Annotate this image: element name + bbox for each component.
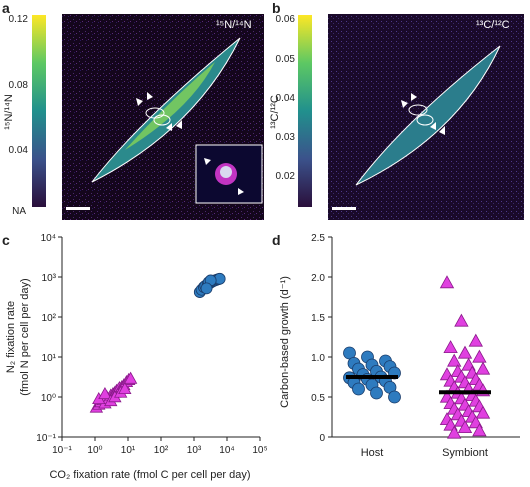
arrowhead-icon [204,158,211,165]
image-label-b: ¹³C/¹²C [476,19,510,31]
symbiont-outline-a2 [153,114,171,126]
colorbar-a-tick-4: NA [12,206,26,217]
chart-c-x-tick-label: 10⁵ [252,445,267,456]
chart-c-y-tick-label: 10⁰ [41,393,56,404]
chart-d-y-tick-label: 1.0 [311,353,325,364]
panel-letter-d: d [272,232,281,248]
chart-d: 0 0.5 1.0 1.5 2.0 2.5 Carbon-based growth (d⁻… [279,233,520,459]
chart-c-point-symbiont [123,371,138,384]
colorbar-b [298,15,312,207]
panel-a: 0.12 0.08 0.04 NA ¹⁵N/¹⁴N ¹⁵N/¹⁴N [3,14,264,220]
colorbar-b-tick-3: 0.04 [276,93,296,104]
chart-d-point-symbiont [457,420,473,434]
cell-hotspot-a [125,62,215,150]
scale-bar-a [66,207,90,210]
chart-c-x-tick-label: 10⁰ [87,445,102,456]
chart-c-point-symbiont [98,387,112,400]
chart-d-category-host: Host [361,447,384,459]
chart-d-y-tick-label: 1.5 [311,313,325,324]
chart-d-point-symbiont [443,340,458,353]
chart-c-x-tick-label: 10² [154,445,169,456]
scale-bar-b [332,207,356,210]
colorbar-a-tick-2: 0.08 [9,80,29,91]
chart-c-axes [61,237,260,438]
arrowhead-icon [238,188,244,195]
chart-c: 10⁻¹ 10⁰ 10¹ 10² 10³ 10⁴ 10⁵ 10⁻¹10⁰10¹10²10³1… [5,233,268,481]
arrowhead-icon [439,126,445,135]
colorbar-b-tick-4: 0.03 [276,132,296,143]
chart-d-y-tick-label: 2.5 [311,233,325,244]
arrowhead-icon [430,122,436,130]
chart-c-xlabel: CO₂ fixation rate (fmol C per cell per d… [49,469,250,481]
chart-d-point-symbiont [472,349,487,363]
chart-d-ylabel: Carbon-based growth (d⁻¹) [279,276,291,408]
chart-d-axes [331,237,520,438]
chart-c-y-ticks: 10⁻¹ 10⁰ 10¹ 10² 10³ 10⁴ [36,233,62,444]
chart-d-y-tick-label: 0 [319,433,325,444]
chart-d-point-host [352,382,365,396]
chart-d-point-symbiont [472,423,487,437]
chart-d-point-symbiont [447,353,462,367]
colorbar-b-label: ¹³C/¹²C [270,95,281,129]
chart-d-point-symbiont [454,313,469,327]
chart-d-points [343,275,491,439]
chart-c-ylabel-line2: (fmol N per cell per day) [19,278,31,395]
arrowhead-icon [136,98,143,106]
chart-d-point-host [370,386,383,400]
chart-c-x-tick-label: 10¹ [121,445,136,456]
arrowhead-icon [401,100,408,108]
chart-c-y-tick-label: 10¹ [42,353,57,364]
chart-d-point-symbiont [439,275,455,289]
colorbar-b-tick-5: 0.02 [276,171,296,182]
symbiont-outline-b [408,104,428,116]
chart-c-point-host [200,282,213,295]
chart-c-x-tick-label: 10⁴ [219,445,234,456]
colorbar-a [32,15,46,207]
panel-letter-b: b [272,0,281,16]
colorbar-a-tick-1: 0.12 [9,14,29,25]
colorbar-a-tick-3: 0.04 [9,145,29,156]
panel-letter-a: a [2,0,10,16]
arrowhead-icon [147,92,153,100]
panel-b: 0.06 0.05 0.04 0.03 0.02 ¹³C/¹²C ¹³C/¹²C [270,14,524,220]
chart-c-ylabel-line1: N₂ fixation rate [5,301,17,373]
chart-c-x-ticks: 10⁻¹ 10⁰ 10¹ 10² 10³ 10⁴ 10⁵ [52,437,268,456]
inset-nucleus-a [220,166,232,178]
chart-d-point-symbiont [447,425,462,439]
chart-d-y-ticks: 0 0.5 1.0 1.5 2.0 2.5 [311,233,332,444]
chart-d-y-tick-label: 0.5 [311,393,325,404]
colorbar-a-label: ¹⁵N/¹⁴N [3,94,15,130]
chart-c-point-symbiont [118,382,132,395]
chart-d-point-symbiont [468,333,483,347]
chart-c-points [89,272,226,413]
arrowhead-icon [411,93,417,101]
chart-d-point-symbiont [475,361,491,375]
colorbar-b-tick-1: 0.06 [276,14,296,25]
chart-d-y-tick-label: 2.0 [311,273,325,284]
chart-c-y-tick-label: 10³ [42,273,57,284]
chart-c-y-tick-label: 10⁻¹ [36,433,56,444]
chart-c-y-tick-label: 10⁴ [41,233,56,244]
chart-d-point-symbiont [457,345,473,359]
chart-d-category-symbiont: Symbiont [442,447,488,459]
symbiont-outline-b2 [416,114,434,126]
chart-c-x-tick-label: 10⁻¹ [52,445,72,456]
chart-d-point-host [388,390,401,404]
arrowhead-icon [166,123,172,131]
panel-letter-c: c [2,232,10,248]
colorbar-b-tick-2: 0.05 [276,54,296,65]
chart-c-x-tick-label: 10³ [187,445,202,456]
chart-c-y-tick-label: 10² [42,313,57,324]
chart-d-point-symbiont [475,405,491,419]
image-label-a: ¹⁵N/¹⁴N [216,19,252,31]
arrowhead-icon [176,120,182,129]
